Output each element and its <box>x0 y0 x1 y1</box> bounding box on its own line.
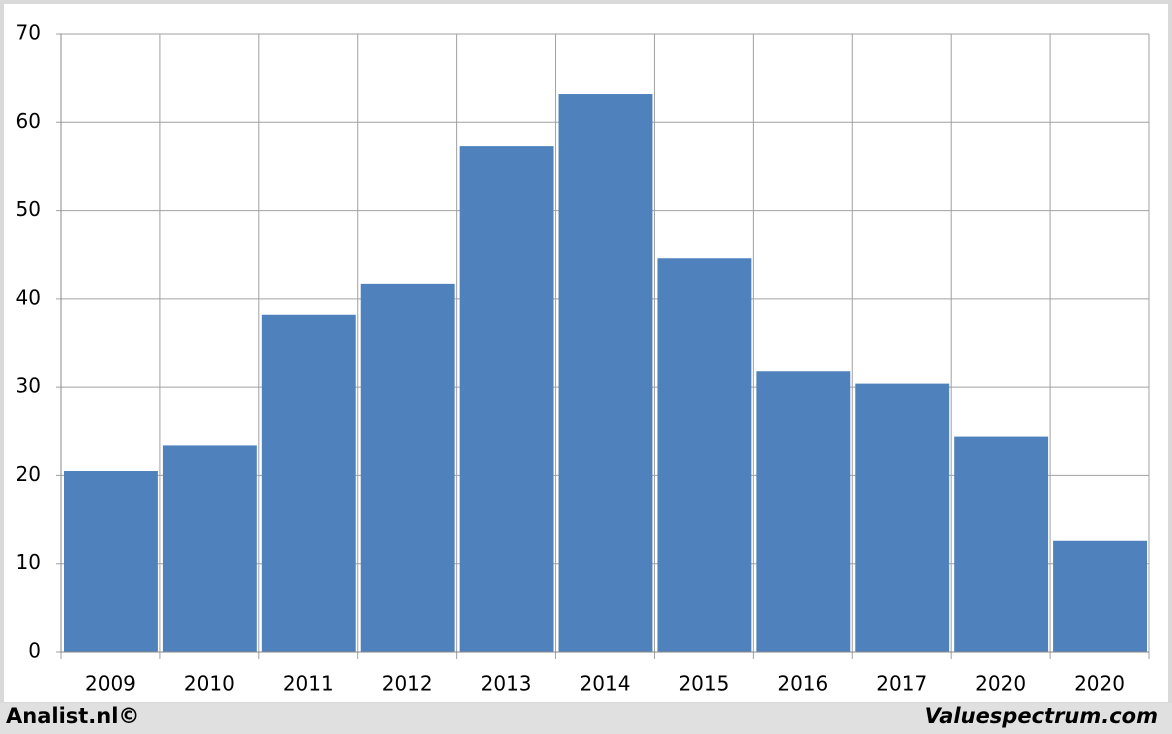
x-tick-label: 2020 <box>1074 672 1125 696</box>
y-tick-label: 0 <box>28 639 41 663</box>
bar <box>64 471 158 652</box>
y-tick-label: 30 <box>16 374 41 398</box>
x-tick-label: 2014 <box>580 672 631 696</box>
footer-left: Analist.nl© <box>6 704 139 728</box>
footer-band <box>0 703 1172 734</box>
bar <box>459 146 554 652</box>
y-tick-label: 40 <box>16 285 41 309</box>
bar <box>1053 540 1147 652</box>
bar <box>360 283 455 652</box>
bar <box>558 94 653 652</box>
x-tick-label: 2010 <box>184 672 235 696</box>
y-tick-label: 20 <box>16 462 41 486</box>
x-tick-label: 2009 <box>85 672 136 696</box>
y-tick-label: 50 <box>16 197 41 221</box>
x-tick-label: 2016 <box>777 672 828 696</box>
footer-right: Valuespectrum.com <box>925 704 1158 728</box>
y-tick-label: 70 <box>16 21 41 45</box>
x-tick-label: 2013 <box>481 672 532 696</box>
bar <box>162 445 257 652</box>
x-tick-label: 2012 <box>382 672 433 696</box>
bar <box>756 371 851 652</box>
bar <box>657 258 752 652</box>
x-tick-label: 2015 <box>678 672 729 696</box>
y-tick-label: 10 <box>16 550 41 574</box>
bar <box>261 314 356 652</box>
x-tick-label: 2020 <box>975 672 1026 696</box>
y-tick-label: 60 <box>16 109 41 133</box>
bar <box>855 383 950 652</box>
x-tick-label: 2017 <box>876 672 927 696</box>
x-tick-label: 2011 <box>283 672 334 696</box>
bar <box>954 436 1049 652</box>
